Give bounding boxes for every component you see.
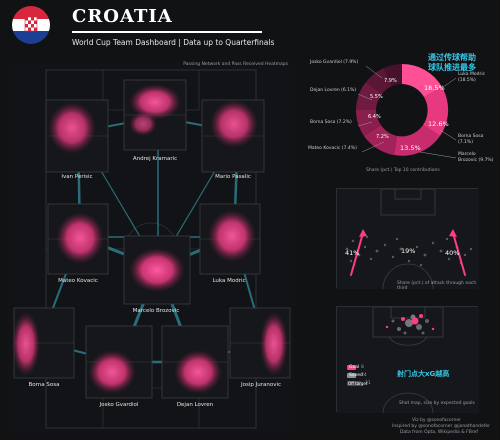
heatmap-pasalic — [201, 99, 265, 173]
donut-slice-label: 7.2% — [376, 134, 389, 140]
donut-left-label: Borna Sosa (7.2%) — [310, 120, 352, 125]
croatia-flag-icon — [12, 6, 50, 44]
flank-caption: Share (pct.) of attack through each thir… — [397, 281, 477, 291]
legend-saved-label: Saved — [349, 373, 363, 378]
network-caption: Passing Network and Pass Received Heatma… — [183, 62, 288, 67]
left-flank-pct: 41% — [345, 249, 360, 257]
page-title: CROATIA — [72, 6, 173, 27]
donut-right-label: Borna Sosa (7.1%) — [458, 134, 484, 145]
credits-line3: Data from Opta, Wikipedia & FBref — [400, 430, 478, 435]
donut-left-label: Dejan Lovren (6.1%) — [310, 88, 357, 93]
player-label: Ivan Perisic — [61, 174, 93, 180]
heatmap-lovren — [161, 325, 229, 399]
passing-network-svg — [12, 69, 291, 429]
donut-slice-label: 12.6% — [428, 120, 449, 128]
heatmap-sosa — [12, 307, 75, 379]
donut-slice-label: 5.5% — [370, 94, 383, 100]
heatmap-kramaric — [123, 79, 187, 151]
legend-goal-chip — [347, 365, 356, 370]
passing-network-panel: Passing Network and Pass Received Heatma… — [8, 62, 294, 434]
heatmap-kovacic — [47, 203, 109, 275]
shot-map-svg — [337, 307, 479, 413]
shot-map-heading: 射门点大xG越高 — [397, 370, 450, 378]
player-label: Andrej Kramaric — [132, 156, 178, 162]
legend-off-label: Off target — [348, 381, 368, 386]
legend-off-chip — [347, 381, 361, 386]
player-label: Borna Sosa — [28, 382, 60, 388]
player-label: Josko Gvardiol — [99, 402, 139, 408]
legend-saved-value: 24 — [361, 373, 367, 378]
shot-map-caption: Shot map, size by expected goals — [399, 401, 475, 406]
legend-goal-label: Goal — [349, 365, 360, 370]
donut-right-label: Luka Modric (18.5%) — [458, 72, 486, 83]
legend-saved-chip — [347, 373, 356, 378]
credits-line1: Viz by @sonofacorner — [412, 418, 461, 423]
credits-line2: Inspired by @sonofacorner @jonathandefer — [392, 424, 490, 429]
heatmap-gvardiol — [85, 325, 153, 399]
flank-attack-panel: 41% 19% 40% Share (pct.) of attack throu… — [336, 188, 479, 291]
donut-chart — [355, 63, 457, 159]
legend-off-value: 31 — [365, 381, 371, 386]
donut-right-label: Marcelo Brozovic (9.7%) — [458, 152, 494, 163]
donut-slice-label: 7.9% — [384, 78, 397, 84]
heatmap-perisic — [45, 99, 109, 173]
heatmap-juranovic — [229, 307, 291, 379]
legend-goal-value: 8 — [361, 365, 364, 370]
heatmap-modric — [199, 203, 261, 275]
player-label: Luka Modric — [212, 278, 246, 284]
player-label: Mateo Kovacic — [58, 278, 98, 284]
donut-slice-label: 18.5% — [424, 84, 445, 92]
progression-donut-panel: 通过传球帮助 球队推进最多 18. — [306, 48, 494, 176]
heatmap-brozovic — [123, 235, 191, 305]
donut-caption: Share (pct.) Top 10 contributions — [366, 168, 440, 173]
donut-heading-line1: 通过传球帮助 — [428, 53, 476, 62]
page-subtitle: World Cup Team Dashboard | Data up to Qu… — [72, 38, 275, 47]
player-label: Mario Pasalic — [215, 174, 251, 180]
title-divider — [72, 31, 262, 33]
center-pct: 19% — [401, 247, 416, 255]
shot-map-panel: Goal 8 Saved 24 Off target 31 射门点大xG越高 S… — [336, 306, 479, 413]
flank-pitch-svg — [337, 189, 479, 289]
right-flank-pct: 40% — [445, 249, 460, 257]
donut-left-label: Mateo Kovacic (7.4%) — [308, 146, 357, 151]
donut-slice-label: 6.4% — [368, 114, 381, 120]
donut-slice-label: 13.5% — [400, 144, 421, 152]
player-label: Dejan Lovren — [176, 402, 214, 408]
donut-left-label: Josko Gvardiol (7.9%) — [310, 60, 359, 65]
player-label: Josip Juranovic — [240, 382, 282, 388]
player-label: Marcelo Brozovic — [132, 308, 180, 314]
donut-heading-line2: 球队推进最多 — [428, 63, 476, 72]
